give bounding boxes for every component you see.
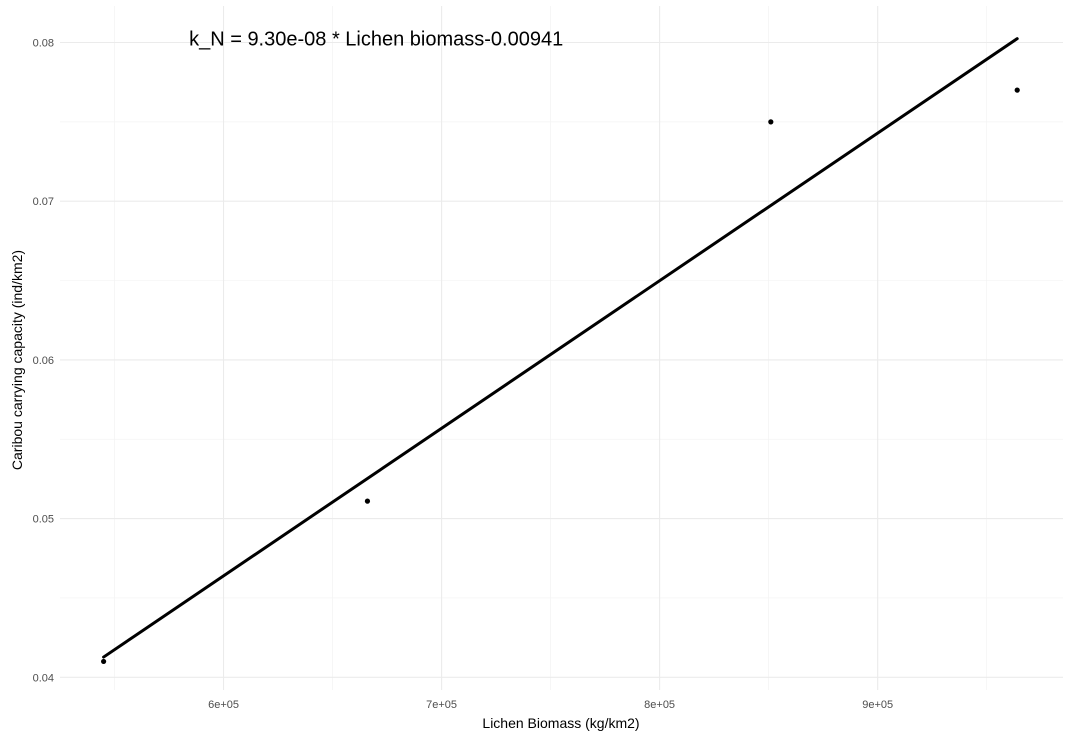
grid bbox=[60, 6, 1063, 690]
y-tick-labels: 0.04 0.05 0.06 0.07 0.08 bbox=[33, 38, 54, 685]
x-tick-label: 8e+05 bbox=[644, 699, 675, 711]
y-tick-label: 0.04 bbox=[33, 672, 54, 684]
x-tick-labels: 6e+05 7e+05 8e+05 9e+05 bbox=[208, 699, 893, 711]
x-axis-title: Lichen Biomass (kg/km2) bbox=[482, 715, 639, 731]
y-axis-title: Caribou carrying capacity (ind/km2) bbox=[9, 250, 25, 470]
y-tick-label: 0.05 bbox=[33, 514, 54, 526]
equation-annotation: k_N = 9.30e-08 * Lichen biomass-0.00941 bbox=[189, 29, 563, 51]
data-point bbox=[768, 119, 774, 125]
y-tick-label: 0.06 bbox=[33, 355, 54, 367]
data-point bbox=[101, 658, 107, 665]
fit-line bbox=[102, 37, 1019, 659]
data-point bbox=[364, 498, 371, 504]
y-tick-label: 0.08 bbox=[33, 38, 54, 50]
data-marks bbox=[101, 37, 1020, 665]
data-point bbox=[1014, 87, 1020, 93]
x-tick-label: 6e+05 bbox=[208, 699, 239, 711]
y-tick-label: 0.07 bbox=[33, 196, 54, 208]
x-tick-label: 7e+05 bbox=[426, 699, 457, 711]
x-tick-label: 9e+05 bbox=[862, 699, 893, 711]
